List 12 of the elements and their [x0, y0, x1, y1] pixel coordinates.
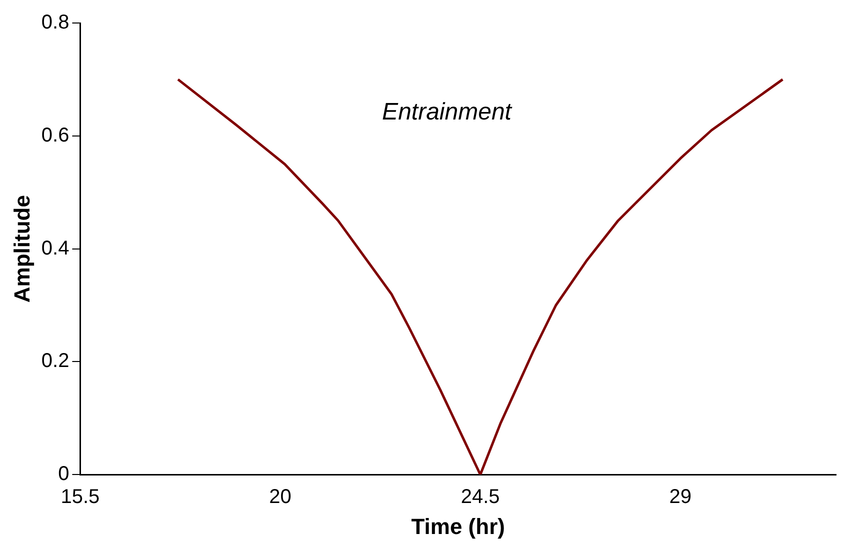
y-axis-title: Amplitude [9, 195, 34, 303]
x-tick-label: 29 [669, 486, 692, 508]
annotation: Entrainment [382, 98, 513, 126]
y-tick-label: 0.4 [41, 237, 70, 260]
y-tick-label: 0.2 [41, 350, 70, 372]
y-tick-label: 0.8 [41, 12, 70, 34]
x-tick-label: 20 [269, 486, 292, 508]
x-tick-label: 15.5 [60, 486, 100, 508]
y-tick-label: 0 [58, 463, 70, 486]
x-axis-title: Time (hr) [411, 514, 505, 539]
y-tick-label: 0.6 [41, 124, 70, 146]
x-tick-label: 24.5 [460, 486, 500, 508]
